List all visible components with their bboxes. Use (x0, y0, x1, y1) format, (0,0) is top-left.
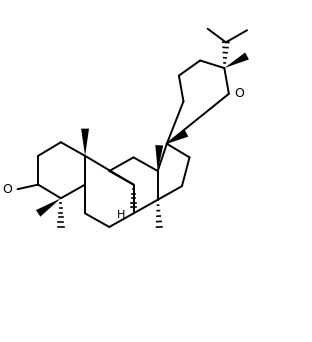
Polygon shape (155, 145, 163, 171)
Text: O: O (2, 183, 12, 196)
Text: H: H (117, 210, 125, 220)
Text: O: O (234, 87, 244, 100)
Polygon shape (81, 129, 89, 156)
Polygon shape (224, 52, 249, 68)
Polygon shape (167, 130, 188, 144)
Polygon shape (36, 198, 61, 217)
